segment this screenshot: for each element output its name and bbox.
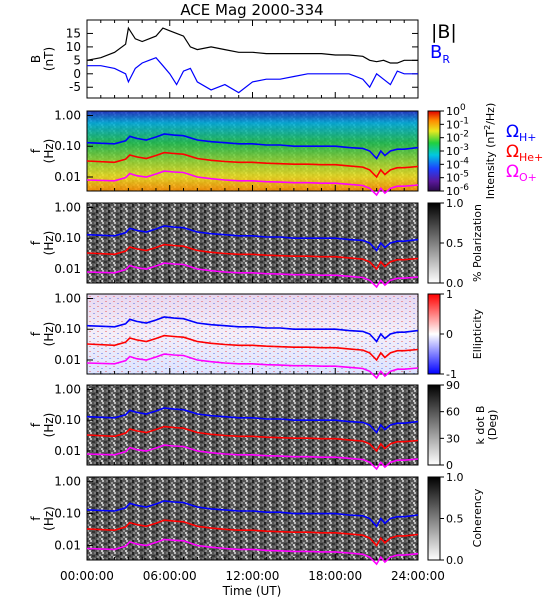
omega-symbol-o: Ω [506, 162, 519, 182]
freq-tick-label: 0.01 [54, 538, 81, 552]
freq-tick-label: 0.10 [54, 139, 81, 153]
legend-btotal: |B| [431, 21, 457, 43]
cb-tick-exp: -2 [460, 130, 469, 140]
freq-tick-label: 1.00 [54, 382, 81, 396]
cb-tick-label: 0.5 [446, 237, 464, 250]
coherency-colorbar [428, 477, 440, 560]
time-axis-labels: 00:00:00 06:00:00 12:00:00 18:00:00 24:00:00 [60, 569, 445, 583]
legend-br-main: B [430, 42, 442, 63]
freq-tick-label: 0.10 [54, 507, 81, 521]
spectrogram-panels: 1.000.100.01f (Hz)1.000.100.01f (Hz)1.000.… [29, 108, 440, 564]
colorbar-labels: 10010-110-210-310-410-510-61.00.50.010-1… [440, 103, 499, 567]
freq-tick-label: 1.00 [54, 475, 81, 489]
time-tick-label: 00:00:00 [60, 569, 114, 583]
figure-title: ACE Mag 2000-334 [180, 1, 323, 19]
intensity-panel [87, 111, 440, 191]
cb-tick-exp: -5 [460, 170, 469, 180]
omega-sub-h: H+ [519, 131, 537, 144]
cb-tick-exp: 0 [460, 103, 466, 113]
cb-tick-base: 10 [446, 105, 460, 118]
cb-tick-label: 1.0 [446, 197, 464, 210]
kdotb-panel [87, 385, 440, 465]
freq-tick-label: 0.01 [54, 262, 81, 276]
kdotb-cb-label-2: (Deg) [486, 410, 499, 441]
omega-legend: ΩH+ ΩHe+ ΩO+ [506, 122, 543, 184]
field-ytick-label: 15 [66, 26, 81, 40]
cb-tick-label: 30 [446, 432, 460, 445]
polarization-cb-label: % Polarization [471, 204, 484, 282]
cb-tick-base: 10 [446, 172, 460, 185]
freq-tick-label: 0.01 [54, 444, 81, 458]
freq-tick-label: 1.00 [54, 108, 81, 122]
cb-tick-label: 1.0 [446, 471, 464, 484]
field-ylabel-b: B [29, 55, 43, 63]
intensity-colorbar [428, 111, 440, 191]
cb-tick-exp: -3 [460, 143, 469, 153]
freq-axis-label-f: f [29, 516, 43, 521]
legend-omega-heplus: ΩHe+ [506, 142, 543, 164]
field-ytick-label: -5 [69, 80, 81, 94]
polarization-colorbar [428, 203, 440, 283]
omega-symbol-he: Ω [506, 142, 519, 162]
freq-tick-label: 0.10 [54, 413, 81, 427]
cb-tick-base: 10 [446, 145, 460, 158]
freq-axis-label-unit: (Hz) [42, 322, 56, 347]
intensity-cb-label: Intensity (nT2/Hz) [483, 103, 497, 200]
time-tick-label: 06:00:00 [143, 569, 197, 583]
omega-sub-o: O+ [519, 171, 537, 184]
freq-axis-label-f: f [29, 331, 43, 336]
time-tick-label: 18:00:00 [308, 569, 362, 583]
cb-tick-base: 10 [446, 132, 460, 145]
time-tick-label: 12:00:00 [226, 569, 280, 583]
omega-symbol-h: Ω [506, 122, 519, 142]
coherency-panel [87, 477, 440, 560]
cb-tick-base: 10 [446, 118, 460, 131]
freq-tick-label: 0.10 [54, 231, 81, 245]
cb-tick-exp: -1 [460, 116, 469, 126]
freq-axis-label-f: f [29, 148, 43, 153]
freq-tick-label: 0.10 [54, 322, 81, 336]
freq-tick-label: 1.00 [54, 291, 81, 305]
ellipticity-panel [87, 294, 440, 374]
time-tick-label: 24:00:00 [391, 569, 445, 583]
polarization-panel [87, 203, 440, 283]
cb-tick-base: 10 [446, 158, 460, 171]
ellipticity-colorbar [428, 294, 440, 374]
freq-axis-label-unit: (Hz) [42, 139, 56, 164]
cb-tick-label: 0 [446, 328, 453, 341]
legend-omega-oplus: ΩO+ [506, 162, 537, 184]
freq-axis-label-f: f [29, 422, 43, 427]
field-ytick-label: 0 [73, 67, 81, 81]
cb-tick-label: 1 [446, 288, 453, 301]
freq-tick-label: 0.01 [54, 353, 81, 367]
field-ytick-label: 5 [73, 53, 81, 67]
freq-tick-label: 1.00 [54, 200, 81, 214]
freq-axis-label-unit: (Hz) [42, 413, 56, 438]
omega-sub-he: He+ [519, 151, 543, 164]
cb-tick-label: 60 [446, 406, 460, 419]
freq-axis-label-unit: (Hz) [42, 231, 56, 256]
coherency-cb-label: Coherency [471, 488, 484, 547]
field-ylabel-unit: (nT) [42, 47, 56, 71]
cb-tick-label: 0.5 [446, 513, 464, 526]
x-axis-title: Time (UT) [222, 584, 282, 598]
freq-axis-label-unit: (Hz) [42, 506, 56, 531]
cb-tick-label: 90 [446, 379, 460, 392]
cb-tick-label: 10-6 [446, 183, 469, 198]
ellipticity-cb-label: Ellipticity [471, 308, 484, 359]
kdotb-colorbar [428, 385, 440, 465]
field-ytick-label: 10 [66, 40, 81, 54]
cb-tick-exp: -4 [460, 156, 469, 166]
cb-tick-label: 0.0 [446, 554, 464, 567]
cb-tick-exp: -6 [460, 183, 469, 193]
legend-br-sub: R [442, 53, 450, 66]
legend-br: BR [430, 42, 450, 66]
freq-tick-label: 0.01 [54, 170, 81, 184]
freq-axis-label-f: f [29, 240, 43, 245]
colorbar-ticks: 10010-110-210-310-410-510-61.00.50.010-1… [440, 103, 469, 567]
legend-omega-hplus: ΩH+ [506, 122, 537, 144]
